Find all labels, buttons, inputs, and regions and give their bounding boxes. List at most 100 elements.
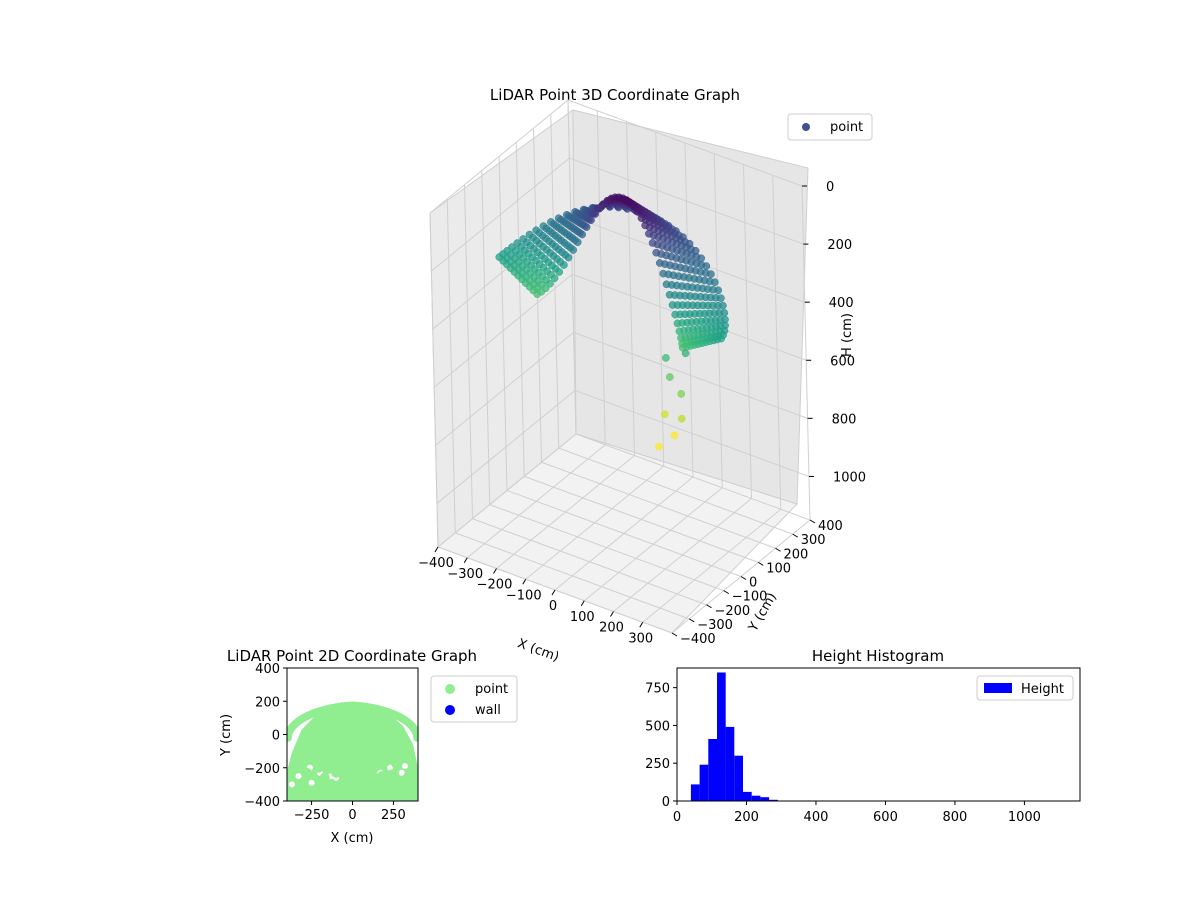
data-point-3d (655, 442, 663, 451)
chart-3d-xlabel: X (cm) (515, 636, 561, 665)
data-point-3d (665, 290, 674, 299)
data-point-3d (671, 310, 680, 319)
tick-mark-x (639, 621, 644, 628)
histogram-bar (690, 784, 700, 801)
tick-mark-y (688, 618, 695, 623)
gridline-back-x (684, 142, 694, 478)
data-point-3d (582, 223, 591, 231)
tick-label-y: 0 (272, 729, 280, 744)
tick-label-y: 500 (645, 719, 670, 734)
histogram-bar (725, 726, 735, 801)
gridline-floor-y (558, 447, 793, 535)
tick-label-z: 800 (832, 412, 857, 427)
data-point-3d (660, 410, 669, 419)
data-point-2d (391, 759, 402, 770)
chart-2d-xlabel: X (cm) (331, 831, 374, 846)
tick-label-x: 400 (804, 810, 829, 825)
tick-label-y: 750 (645, 682, 670, 697)
gridline-h (429, 99, 803, 214)
tick-label-z: 0 (826, 180, 834, 195)
tick-label-z: 400 (829, 296, 854, 311)
gridline-back-x (626, 121, 635, 456)
tick-label-y: 200 (255, 695, 280, 710)
gridline-back-x (772, 175, 782, 510)
tick-label-x: −200 (477, 578, 513, 593)
tick-label-y: −200 (244, 762, 280, 777)
tick-label-z: 1000 (833, 470, 866, 485)
data-point-3d (677, 414, 686, 423)
data-point-3d (675, 327, 684, 336)
tick-label-y: 200 (784, 547, 809, 562)
gridline-h (435, 331, 808, 446)
data-point-3d (637, 214, 646, 222)
data-point-2d (386, 769, 397, 780)
points-2d (287, 701, 418, 801)
gridline-side-y (567, 99, 577, 435)
tick-mark-y (740, 576, 747, 580)
chart-2d-legend: point wall (430, 675, 518, 723)
gap-2d (308, 779, 315, 786)
data-point-3d (564, 253, 573, 262)
gridline-floor-y (524, 475, 759, 563)
tick-label-x: 250 (381, 808, 406, 823)
tick-label-x: 0 (348, 808, 356, 823)
chart-2d-title: LiDAR Point 2D Coordinate Graph (227, 647, 477, 665)
legend-marker-point (802, 123, 810, 131)
histogram-bars (690, 672, 796, 801)
gridline-h (436, 389, 810, 504)
tick-label-z: 200 (827, 238, 852, 253)
data-point-3d (648, 239, 657, 247)
tick-label-x: −400 (418, 556, 454, 571)
tick-label-x: 600 (873, 810, 898, 825)
data-point-3d (550, 274, 559, 283)
histogram-bar (717, 672, 726, 801)
gridline-h (431, 157, 804, 272)
histogram-bar (708, 739, 717, 801)
tick-label-y: 0 (749, 576, 757, 591)
data-point-2d (298, 754, 309, 765)
tick-label-y: 400 (255, 662, 280, 677)
legend-box (787, 113, 873, 141)
data-point-3d (670, 431, 679, 440)
histogram-title: Height Histogram (812, 647, 944, 665)
gridline-floor-y (455, 532, 690, 620)
gridline-side-y (464, 184, 473, 519)
data-point-3d (573, 238, 582, 247)
tick-mark-y (775, 547, 781, 552)
tick-label-x: −100 (506, 588, 542, 603)
data-point-3d (673, 319, 682, 328)
gridline-floor-y (506, 490, 742, 577)
gridline-floor-y (489, 504, 724, 592)
tick-mark-x (610, 611, 614, 617)
tick-mark-x (522, 578, 527, 585)
chart-3d: LiDAR Point 3D Coordinate Graph −400−300… (418, 86, 873, 665)
gridline-floor-y (472, 518, 707, 606)
tick-mark-x (463, 557, 468, 564)
data-point-2d (301, 767, 312, 778)
gridline-back-x (596, 110, 606, 445)
tick-label-x: 0 (673, 810, 681, 825)
gap-2d (387, 764, 394, 771)
data-point-3d (578, 230, 587, 239)
data-point-3d (641, 221, 650, 230)
data-point-3d (662, 354, 670, 362)
data-point-3d (681, 349, 690, 358)
tick-label-y: 250 (645, 757, 670, 772)
gridline-side-y (498, 156, 508, 491)
data-point-3d (665, 373, 674, 381)
gridline-back-x (743, 164, 752, 499)
data-point-3d (555, 268, 564, 276)
gridline-floor-y (575, 433, 811, 521)
data-point-3d (645, 229, 653, 238)
ticks-2d: −250 0 250 −400 −200 0 200 400 (244, 662, 406, 823)
legend-label-wall: wall (475, 703, 501, 718)
data-point-3d (591, 210, 600, 218)
tick-mark-x (434, 546, 439, 553)
data-point-3d (652, 248, 661, 257)
data-point-3d (587, 216, 595, 225)
legend-marker-wall (445, 705, 455, 715)
tick-label-y: 100 (766, 561, 791, 576)
tick-mark-y (792, 533, 799, 538)
